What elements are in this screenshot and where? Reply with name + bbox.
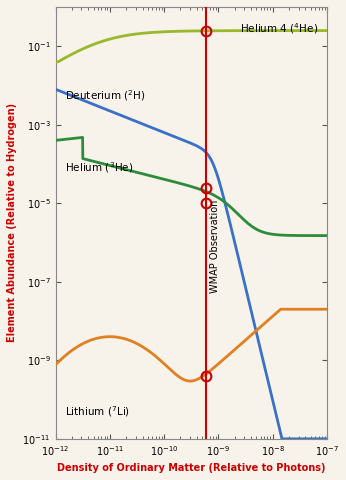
X-axis label: Density of Ordinary Matter (Relative to Photons): Density of Ordinary Matter (Relative to … <box>57 463 326 473</box>
Text: Lithium ($^7$Li): Lithium ($^7$Li) <box>65 404 130 419</box>
Y-axis label: Element Abundance (Relative to Hydrogen): Element Abundance (Relative to Hydrogen) <box>7 103 17 342</box>
Text: Helium 4 ($^4$He): Helium 4 ($^4$He) <box>240 21 318 36</box>
Text: Deuterium ($^2$H): Deuterium ($^2$H) <box>65 88 146 103</box>
Text: WMAP Observation: WMAP Observation <box>210 200 220 293</box>
Text: Helium ($^3$He): Helium ($^3$He) <box>65 160 134 175</box>
